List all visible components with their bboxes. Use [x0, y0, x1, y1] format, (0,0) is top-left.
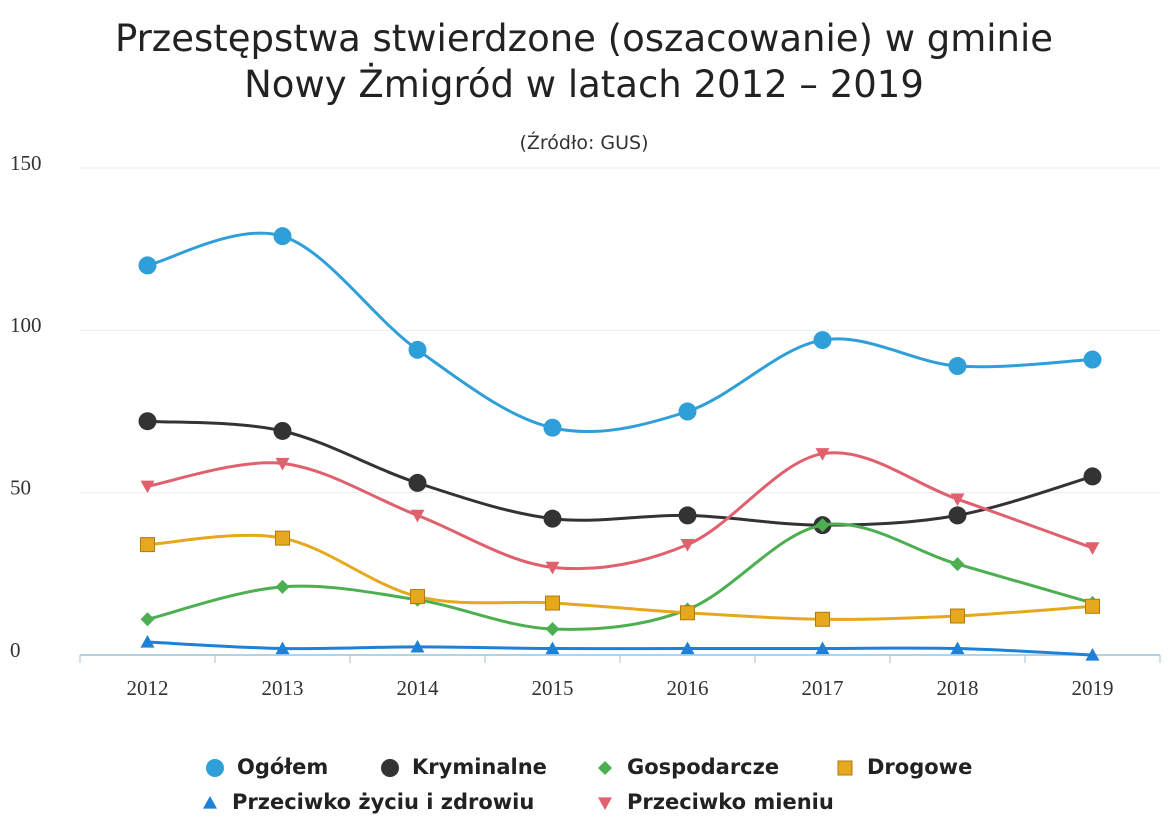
data-point — [273, 227, 292, 246]
data-point — [545, 561, 560, 575]
data-point — [950, 493, 965, 507]
chart-subtitle: (Źródło: GUS) — [519, 132, 649, 154]
y-tick-label: 100 — [10, 313, 42, 337]
data-point — [948, 506, 967, 525]
series-line — [147, 451, 1094, 571]
data-point — [410, 509, 425, 523]
data-point — [1083, 350, 1102, 369]
x-tick-label: 2013 — [262, 676, 304, 700]
data-point — [545, 595, 560, 611]
y-tick-label: 150 — [10, 151, 42, 175]
legend-marker — [837, 760, 853, 776]
x-tick-label: 2019 — [1072, 676, 1114, 700]
data-point — [275, 641, 290, 655]
series-line — [147, 640, 1093, 657]
data-point — [680, 539, 695, 552]
data-point — [543, 509, 562, 528]
legend-marker — [598, 797, 612, 810]
y-tick-label: 50 — [10, 475, 31, 499]
data-point — [140, 635, 155, 648]
data-point — [813, 331, 832, 350]
legend-label: Kryminalne — [412, 755, 547, 779]
data-point — [948, 357, 967, 376]
legend-marker — [598, 761, 612, 775]
legend-marker — [206, 759, 224, 777]
data-point — [1085, 542, 1100, 555]
data-point — [545, 622, 560, 637]
data-point — [408, 340, 427, 359]
chart-title: Przestępstwa stwierdzone (oszacowanie) w… — [114, 17, 1054, 106]
legend-marker — [381, 759, 399, 777]
legend-label: Gospodarcze — [627, 755, 779, 779]
data-point — [1085, 598, 1100, 614]
legend-label: Przeciwko życiu i zdrowiu — [232, 790, 534, 814]
series-line — [147, 522, 1093, 631]
data-point — [275, 530, 290, 546]
legend-marker — [203, 796, 217, 809]
data-point — [680, 641, 695, 655]
data-point — [408, 473, 427, 492]
x-tick-label: 2015 — [532, 676, 574, 700]
x-tick-label: 2012 — [127, 676, 169, 700]
data-point — [275, 579, 290, 594]
data-point — [140, 480, 155, 494]
x-tick-label: 2014 — [397, 676, 440, 700]
legend-label: Przeciwko mieniu — [627, 790, 834, 814]
data-point — [1085, 648, 1100, 661]
data-point — [273, 421, 292, 440]
series-line — [147, 419, 1093, 527]
data-point — [543, 418, 562, 437]
data-point — [815, 611, 830, 627]
x-tick-label: 2018 — [937, 676, 979, 700]
data-point — [678, 506, 697, 525]
data-point — [410, 589, 425, 605]
data-point — [140, 612, 155, 627]
x-tick-label: 2016 — [667, 676, 709, 700]
data-point — [1083, 467, 1102, 486]
data-point — [680, 605, 695, 621]
series-line — [147, 533, 1093, 621]
data-point — [545, 641, 560, 655]
series-line — [147, 231, 1093, 434]
legend-label: Ogółem — [237, 755, 328, 779]
data-point — [815, 518, 830, 533]
data-point — [950, 608, 965, 624]
data-point — [678, 402, 697, 421]
data-point — [410, 639, 425, 653]
data-point — [815, 448, 830, 461]
data-point — [950, 557, 965, 572]
data-point — [138, 412, 157, 431]
y-tick-label: 0 — [10, 638, 21, 662]
data-point — [140, 537, 155, 553]
legend-label: Drogowe — [867, 755, 972, 779]
x-tick-label: 2017 — [802, 676, 844, 700]
data-point — [275, 457, 290, 471]
data-point — [950, 641, 965, 655]
data-point — [138, 256, 157, 275]
data-point — [815, 641, 830, 655]
